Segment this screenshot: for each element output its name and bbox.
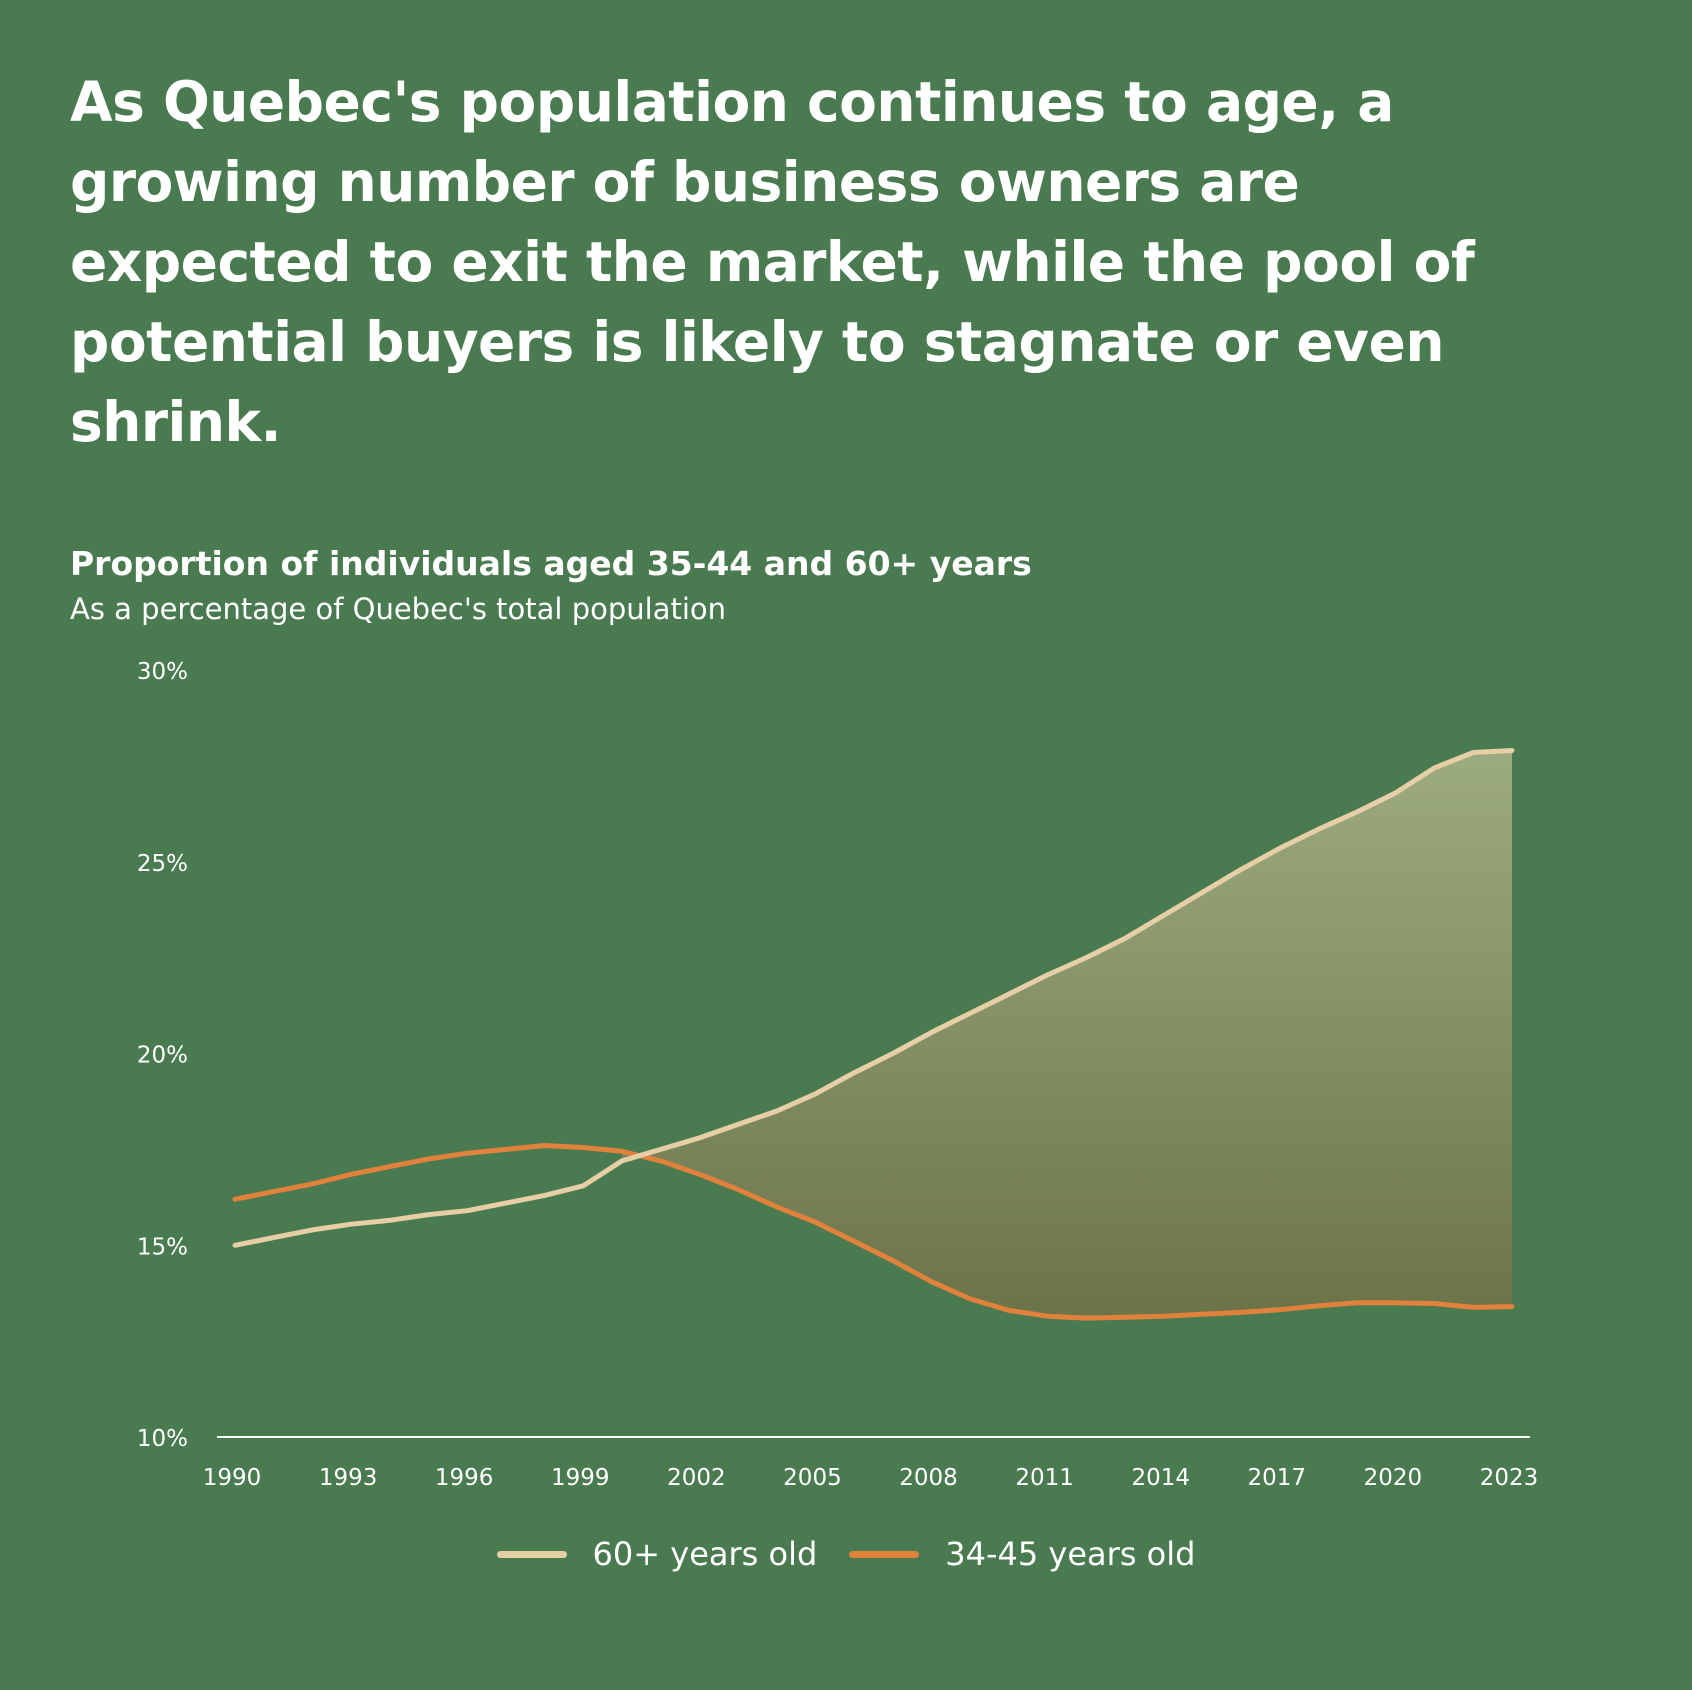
legend-item-60-plus: 60+ years old <box>496 1535 818 1573</box>
x-tick-label: 1999 <box>551 1465 610 1491</box>
legend: 60+ years old 34-45 years old <box>0 1535 1692 1573</box>
x-tick-label: 2014 <box>1131 1465 1190 1491</box>
chart-subtitle: As a percentage of Quebec's total popula… <box>70 592 727 626</box>
legend-swatch-34-45 <box>849 1550 920 1558</box>
legend-label-60-plus: 60+ years old <box>592 1535 818 1573</box>
legend-swatch-60-plus <box>496 1550 567 1558</box>
x-tick-label: 2008 <box>899 1465 958 1491</box>
y-tick-label: 30% <box>137 659 188 685</box>
line-chart: 10% 15% 20% 25% 30% 1990 1993 1996 1999 2002 2005… <box>137 659 1539 1491</box>
x-tick-label: 1996 <box>435 1465 494 1491</box>
chart-title: Proportion of individuals aged 35-44 and… <box>70 544 1032 583</box>
legend-label-34-45: 34-45 years old <box>945 1535 1196 1573</box>
x-tick-label: 1993 <box>319 1465 378 1491</box>
x-tick-label: 2023 <box>1480 1465 1539 1491</box>
gap-area <box>622 750 1512 1319</box>
x-tick-label: 2002 <box>667 1465 726 1491</box>
series-line-60-plus <box>232 748 1515 1248</box>
x-tick-label: 2017 <box>1248 1465 1307 1491</box>
x-tick-label: 2011 <box>1015 1465 1074 1491</box>
y-axis-labels: 10% 15% 20% 25% 30% <box>137 659 188 1452</box>
headline: As Quebec's population continues to age,… <box>70 70 1475 454</box>
series-lines <box>232 748 1515 1321</box>
series-line-34-45 <box>232 1143 1515 1321</box>
y-tick-label: 25% <box>137 851 188 877</box>
y-tick-label: 10% <box>137 1426 188 1452</box>
y-tick-label: 20% <box>137 1043 188 1069</box>
legend-item-34-45: 34-45 years old <box>849 1535 1195 1573</box>
x-tick-label: 2005 <box>783 1465 842 1491</box>
x-tick-label: 1990 <box>203 1465 262 1491</box>
y-tick-label: 15% <box>137 1234 188 1260</box>
x-axis-labels: 1990 1993 1996 1999 2002 2005 2008 2011 2014 2017… <box>203 1465 1539 1491</box>
x-tick-label: 2020 <box>1364 1465 1423 1491</box>
